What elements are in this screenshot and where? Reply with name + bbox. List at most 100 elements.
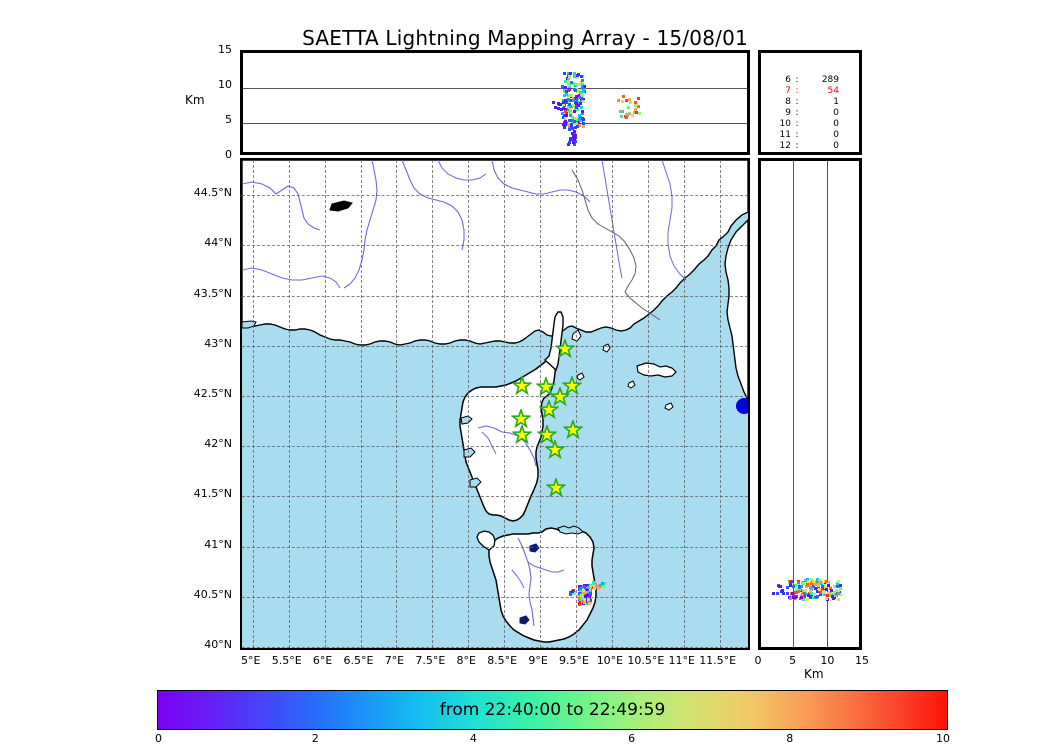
colorbar-tick: 8: [786, 732, 794, 745]
station-count-separator: :: [795, 130, 799, 140]
italy-border: [571, 169, 637, 293]
lightning-source-point: [816, 594, 820, 598]
lightning-source-point: [588, 602, 592, 606]
lightning-source-point: [793, 596, 797, 600]
lightning-source-point: [581, 594, 585, 598]
lightning-source-point: [561, 122, 565, 126]
lightning-source-point: [777, 584, 781, 588]
lightning-source-point: [580, 105, 584, 109]
lightning-source-point: [838, 592, 842, 596]
lightning-source-point: [583, 598, 587, 602]
time-colorbar[interactable]: [157, 690, 948, 730]
lightning-source-point: [567, 142, 571, 146]
lightning-source-point: [827, 591, 831, 595]
lightning-source-point: [584, 589, 588, 593]
lightning-source-point: [569, 93, 573, 97]
coast-hook: [329, 200, 353, 212]
lightning-source-point: [574, 139, 578, 143]
corsica-river-2: [481, 431, 497, 455]
lightning-source-point: [628, 97, 632, 101]
map-gridline-horizontal: [242, 245, 748, 247]
river-arno: [661, 160, 687, 281]
islet-small-2: [664, 402, 674, 411]
lightning-source-point: [796, 581, 800, 585]
lightning-source-point: [571, 131, 575, 135]
lightning-source-point: [792, 596, 796, 599]
lightning-source-point: [579, 584, 583, 588]
lightning-source-point: [825, 593, 829, 597]
station-star-icon: [561, 375, 582, 396]
lightning-source-point: [804, 584, 808, 588]
map-gridline-vertical: [288, 160, 290, 648]
lightning-source-point: [582, 122, 586, 126]
lightning-source-point: [636, 97, 640, 101]
lightning-source-point: [562, 125, 566, 129]
lightning-source-point: [838, 584, 842, 588]
lightning-source-point: [562, 107, 566, 111]
lightning-source-point: [836, 591, 840, 595]
map-x-tick: 11.5°E: [699, 654, 737, 667]
lightning-source-point: [582, 118, 586, 122]
station-count-separator: :: [795, 86, 799, 96]
lightning-source-point: [776, 591, 780, 595]
lightning-source-point: [836, 585, 840, 589]
lightning-source-point: [570, 123, 573, 127]
map-x-tick: 8.5°E: [487, 654, 518, 667]
river-north-1: [437, 160, 487, 181]
map-panel[interactable]: [240, 158, 750, 650]
map-gridline-vertical: [683, 160, 685, 648]
lightning-source-point: [572, 99, 576, 103]
map-gridline-vertical: [719, 160, 721, 648]
lightning-source-point: [592, 586, 596, 590]
lightning-source-point: [577, 114, 581, 118]
lightning-source-point: [808, 583, 812, 587]
map-gridline-vertical: [396, 160, 398, 648]
lightning-source-point: [791, 584, 795, 588]
lightning-source-point: [594, 585, 598, 589]
lightning-source-point: [571, 127, 575, 131]
lightning-source-point: [573, 143, 577, 147]
station-star-icon: [538, 400, 559, 420]
station-count-value: 1: [833, 97, 839, 107]
map-geography: [242, 160, 748, 643]
river-west-2: [242, 267, 341, 289]
lightning-source-point: [566, 97, 570, 101]
top-panel-y-label: Km: [185, 93, 205, 107]
station-count-row: 9: 0: [769, 108, 839, 119]
lightning-source-point: [633, 110, 637, 114]
lightning-source-point: [572, 591, 576, 595]
lightning-source-point: [566, 80, 570, 84]
lightning-source-point: [574, 102, 578, 106]
lightning-source-point: [565, 100, 569, 104]
lightning-source-point: [563, 119, 567, 123]
colorbar-tick: 0: [155, 732, 162, 745]
map-gridline-vertical: [252, 160, 254, 648]
lightning-source-point: [580, 93, 584, 97]
map-x-tick: 9°E: [528, 654, 548, 667]
station-count-value: 0: [833, 108, 839, 118]
lightning-source-point: [806, 593, 810, 597]
lightning-source-point: [818, 581, 821, 585]
station-count-row: 7: 54: [769, 86, 839, 97]
station-star-icon: [512, 425, 533, 445]
lightning-source-point: [829, 591, 833, 595]
station-count-value: 54: [827, 86, 839, 96]
lightning-source-point: [567, 83, 571, 87]
latitude-altitude-panel: [758, 158, 862, 650]
lightning-source-point: [805, 583, 809, 587]
lightning-source-point: [789, 584, 793, 588]
lightning-source-point: [569, 98, 573, 102]
lightning-source-point: [561, 112, 565, 116]
river-rhone: [343, 160, 378, 289]
lightning-source-point: [832, 584, 836, 588]
lightning-source-point: [599, 584, 603, 588]
map-gridline-vertical: [576, 160, 577, 648]
lightning-source-point: [828, 593, 832, 597]
lightning-source-point: [574, 75, 578, 79]
lightning-source-point: [809, 581, 813, 585]
map-gridline-vertical: [324, 160, 326, 648]
lightning-source-point: [813, 592, 817, 596]
lightning-source-point: [579, 74, 583, 78]
lightning-source-point: [836, 598, 840, 602]
lightning-source-point: [837, 590, 841, 594]
